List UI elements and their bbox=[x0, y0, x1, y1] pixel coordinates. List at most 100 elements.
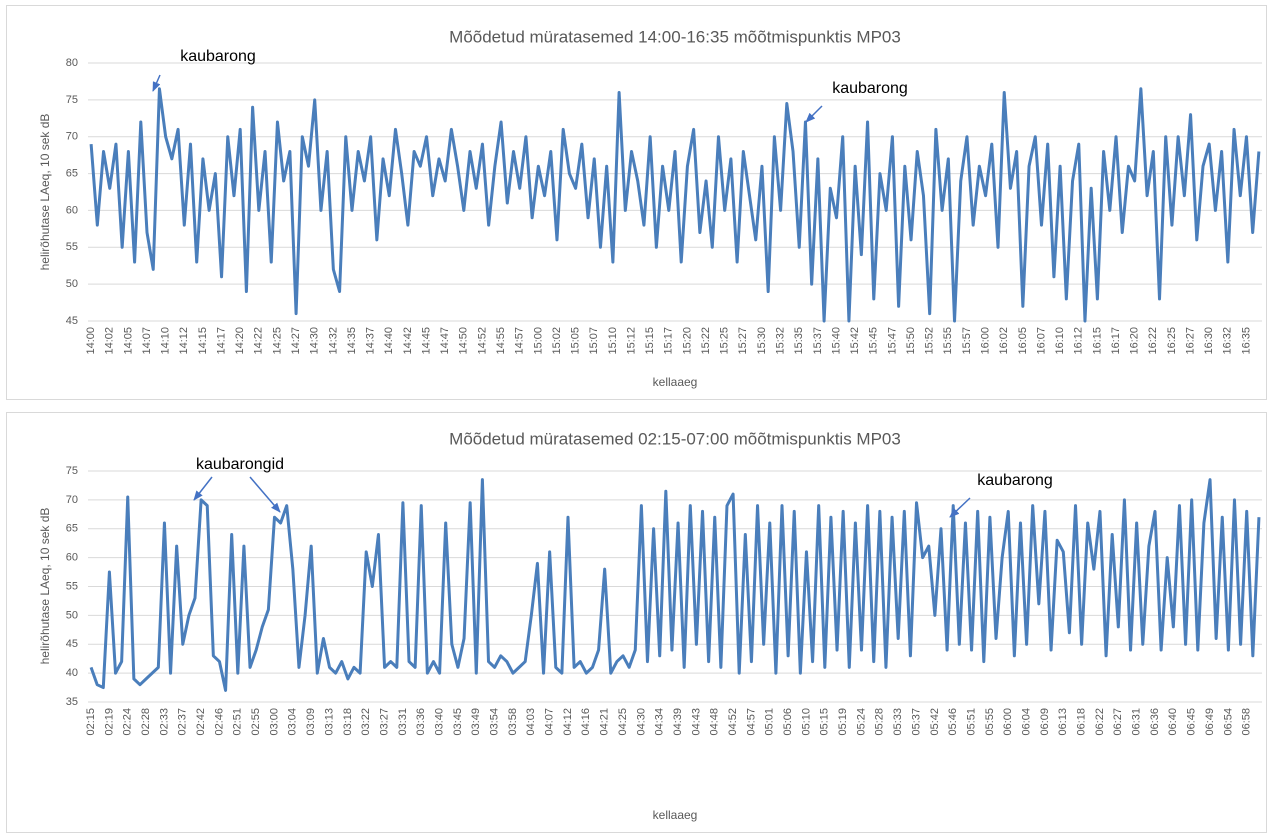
x-tick-label: 02:37 bbox=[177, 708, 189, 736]
x-tick-label: 05:51 bbox=[965, 708, 977, 736]
x-tick-label: 16:35 bbox=[1240, 327, 1252, 355]
x-tick-label: 15:07 bbox=[588, 327, 600, 355]
x-tick-label: 14:05 bbox=[122, 327, 134, 355]
x-tick-label: 15:02 bbox=[551, 327, 563, 355]
x-tick-label: 05:06 bbox=[782, 708, 794, 736]
x-tick-label: 06:13 bbox=[1057, 708, 1069, 736]
x-tick-label: 16:20 bbox=[1129, 327, 1141, 355]
x-tick-label: 05:37 bbox=[910, 708, 922, 736]
x-tick-label: 14:32 bbox=[327, 327, 339, 355]
x-tick-label: 15:27 bbox=[737, 327, 749, 355]
x-tick-label: 16:02 bbox=[998, 327, 1010, 355]
x-tick-label: 15:22 bbox=[700, 327, 712, 355]
x-tick-label: 15:25 bbox=[719, 327, 731, 355]
x-tick-label: 02:51 bbox=[232, 708, 244, 736]
y-tick-label: 65 bbox=[66, 167, 78, 179]
x-tick-label: 03:40 bbox=[433, 708, 445, 736]
x-tick-label: 14:30 bbox=[309, 327, 321, 355]
x-tick-label: 06:31 bbox=[1131, 708, 1143, 736]
x-tick-label: 06:09 bbox=[1039, 708, 1051, 736]
x-tick-label: 14:55 bbox=[495, 327, 507, 355]
x-tick-label: 15:10 bbox=[607, 327, 619, 355]
annotation: kaubarong bbox=[977, 472, 1053, 489]
x-tick-label: 02:24 bbox=[122, 708, 134, 736]
x-tick-label: 14:52 bbox=[476, 327, 488, 355]
chart-title: Mõõdetud müratasemed 14:00-16:35 mõõtmis… bbox=[449, 27, 901, 46]
x-tick-label: 03:36 bbox=[415, 708, 427, 736]
x-tick-label: 06:58 bbox=[1241, 708, 1253, 736]
x-tick-label: 03:00 bbox=[268, 708, 280, 736]
x-tick-label: 15:45 bbox=[868, 327, 880, 355]
x-tick-label: 06:36 bbox=[1149, 708, 1161, 736]
x-tick-label: 04:03 bbox=[525, 708, 537, 736]
x-tick-label: 03:27 bbox=[378, 708, 390, 736]
x-tick-label: 14:35 bbox=[346, 327, 358, 355]
x-tick-label: 15:37 bbox=[812, 327, 824, 355]
x-tick-label: 15:30 bbox=[756, 327, 768, 355]
chart-title: Mõõdetud müratasemed 02:15-07:00 mõõtmis… bbox=[449, 429, 901, 448]
x-tick-label: 16:15 bbox=[1091, 327, 1103, 355]
y-tick-label: 50 bbox=[66, 278, 78, 290]
x-tick-label: 02:55 bbox=[250, 708, 262, 736]
x-tick-label: 03:13 bbox=[323, 708, 335, 736]
x-tick-label: 03:04 bbox=[287, 708, 299, 736]
x-tick-label: 06:00 bbox=[1002, 708, 1014, 736]
x-tick-label: 15:00 bbox=[532, 327, 544, 355]
x-tick-label: 16:10 bbox=[1054, 327, 1066, 355]
x-tick-label: 14:45 bbox=[420, 327, 432, 355]
y-axis-title: helirõhutase LAeq, 10 sek dB bbox=[38, 114, 52, 271]
x-tick-label: 02:28 bbox=[140, 708, 152, 736]
data-line bbox=[89, 87, 1261, 323]
x-tick-label: 04:25 bbox=[617, 708, 629, 736]
x-tick-label: 14:42 bbox=[402, 327, 414, 355]
x-tick-label: 03:18 bbox=[342, 708, 354, 736]
x-tick-label: 14:15 bbox=[197, 327, 209, 355]
x-tick-label: 14:25 bbox=[271, 327, 283, 355]
x-tick-label: 05:01 bbox=[764, 708, 776, 736]
x-tick-label: 04:21 bbox=[599, 708, 611, 736]
x-tick-label: 16:25 bbox=[1166, 327, 1178, 355]
x-tick-label: 04:16 bbox=[580, 708, 592, 736]
annotation-arrow bbox=[949, 497, 971, 518]
x-tick-label: 04:57 bbox=[745, 708, 757, 736]
x-tick-label: 14:12 bbox=[178, 327, 190, 355]
annotation: kaubarong bbox=[180, 48, 256, 65]
x-tick-label: 06:22 bbox=[1094, 708, 1106, 736]
x-tick-label: 15:12 bbox=[625, 327, 637, 355]
y-tick-label: 55 bbox=[66, 580, 78, 592]
x-tick-label: 16:30 bbox=[1203, 327, 1215, 355]
x-tick-label: 05:10 bbox=[800, 708, 812, 736]
x-tick-label: 15:47 bbox=[886, 327, 898, 355]
x-tick-label: 06:45 bbox=[1186, 708, 1198, 736]
x-tick-label: 03:58 bbox=[507, 708, 519, 736]
y-tick-label: 60 bbox=[66, 552, 78, 564]
x-tick-label: 04:39 bbox=[672, 708, 684, 736]
x-tick-label: 15:17 bbox=[663, 327, 675, 355]
x-tick-label: 06:27 bbox=[1112, 708, 1124, 736]
y-tick-label: 40 bbox=[66, 667, 78, 679]
annotation: kaubarong bbox=[832, 80, 908, 97]
x-tick-label: 15:15 bbox=[644, 327, 656, 355]
x-tick-label: 14:17 bbox=[215, 327, 227, 355]
y-tick-label: 75 bbox=[66, 465, 78, 477]
annotation-arrow bbox=[249, 476, 281, 513]
x-tick-label: 15:57 bbox=[961, 327, 973, 355]
x-tick-label: 15:42 bbox=[849, 327, 861, 355]
x-tick-label: 14:22 bbox=[253, 327, 265, 355]
x-tick-label: 02:33 bbox=[158, 708, 170, 736]
x-tick-label: 14:57 bbox=[514, 327, 526, 355]
x-tick-label: 06:49 bbox=[1204, 708, 1216, 736]
x-tick-label: 05:46 bbox=[947, 708, 959, 736]
x-tick-label: 04:12 bbox=[562, 708, 574, 736]
x-tick-label: 03:22 bbox=[360, 708, 372, 736]
x-tick-label: 02:42 bbox=[195, 708, 207, 736]
x-tick-label: 05:19 bbox=[837, 708, 849, 736]
x-tick-label: 16:32 bbox=[1222, 327, 1234, 355]
x-tick-label: 05:28 bbox=[874, 708, 886, 736]
annotation-arrow bbox=[193, 476, 213, 501]
x-tick-label: 05:55 bbox=[984, 708, 996, 736]
annotation: kaubarongid bbox=[196, 456, 284, 473]
x-tick-label: 14:20 bbox=[234, 327, 246, 355]
x-tick-label: 04:34 bbox=[654, 708, 666, 736]
x-tick-label: 15:05 bbox=[570, 327, 582, 355]
